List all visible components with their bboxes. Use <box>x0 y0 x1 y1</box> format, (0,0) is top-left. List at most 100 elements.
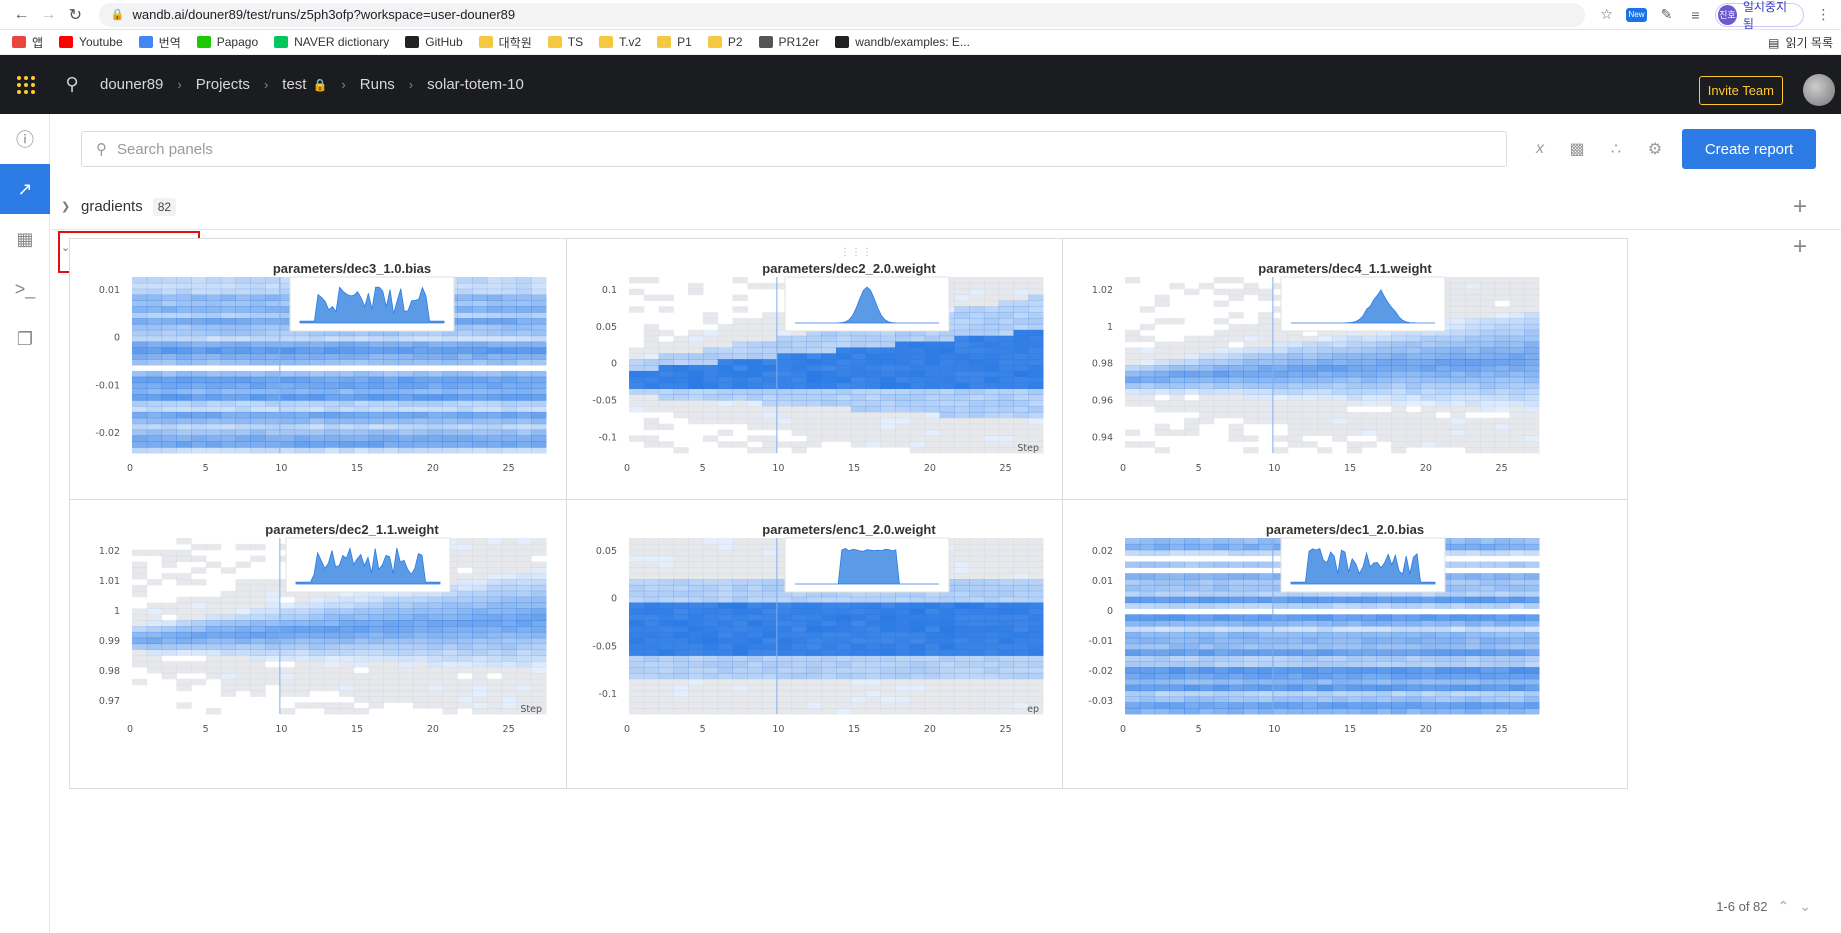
star-icon[interactable]: ☆ <box>1600 6 1613 22</box>
x-tick-label: 20 <box>1420 724 1432 735</box>
bookmark-item[interactable]: 대학원 <box>478 34 532 51</box>
new-extension-icon[interactable]: New <box>1626 7 1647 22</box>
bookmark-icon <box>12 36 26 48</box>
reading-queue-icon[interactable]: ≡ <box>1691 6 1700 23</box>
wandb-logo-icon[interactable] <box>0 55 52 114</box>
browser-toolbar: ← → ↻ 🔒 wandb.ai/douner89/test/runs/z5ph… <box>0 0 1841 31</box>
profile-button[interactable]: 진호 일시중지됨 <box>1714 0 1804 31</box>
x-tick-label: 10 <box>772 724 784 735</box>
gear-icon[interactable]: ⚙ <box>1647 141 1663 158</box>
histogram-panel[interactable]: parameters/dec3_1.0.bias 0.01 0 -0.01 -0.02 0… <box>69 238 635 528</box>
add-panel-icon[interactable]: + <box>1792 233 1807 260</box>
crumb-projects[interactable]: Projects <box>195 76 250 93</box>
add-panel-icon[interactable]: + <box>1792 192 1807 220</box>
bookmark-label: Papago <box>216 35 259 49</box>
bookmark-item[interactable]: P2 <box>707 35 743 49</box>
crumb-run[interactable]: solar-totem-10 <box>427 76 524 93</box>
invite-team-button[interactable]: Invite Team <box>1698 76 1783 105</box>
bookmark-item[interactable]: GitHub <box>405 35 463 49</box>
histogram-plot[interactable]: 1.02 1.01 1 0.99 0.98 0.97 0 5 10 15 20 25 Step <box>70 500 634 788</box>
x-tick-label: 0 <box>624 463 630 474</box>
y-tick-label: -0.1 <box>598 432 617 443</box>
reading-list[interactable]: ▤ 읽기 목록 <box>1768 30 1833 55</box>
bookmark-item[interactable]: T.v2 <box>599 35 641 49</box>
bookmark-item[interactable]: Youtube <box>59 35 123 49</box>
histogram-panel[interactable]: parameters/dec4_1.1.weight 1.02 1 0.98 0.96 0… <box>1062 238 1628 528</box>
histogram-plot[interactable]: 0.02 0.01 0 -0.01 -0.02 -0.03 0 5 10 15 20 25 <box>1063 500 1627 788</box>
system-chip-icon[interactable]: ▦ <box>16 228 34 249</box>
x-tick-label: 20 <box>924 724 936 735</box>
bookmarks-bar: 앱 Youtube 번역 Papago NAVER dictionary GitHub 대학… <box>0 30 1841 55</box>
y-tick-label: 0 <box>611 594 617 605</box>
x-tick-label: 10 <box>275 463 287 474</box>
histogram-plot[interactable]: 0.01 0 -0.01 -0.02 0 5 10 15 20 25 <box>70 239 634 527</box>
forward-icon[interactable]: → <box>40 5 57 23</box>
bookmark-icon <box>599 36 614 48</box>
y-tick-label: 1 <box>114 606 120 617</box>
crumb-entity[interactable]: douner89 <box>100 76 164 93</box>
charts-icon[interactable]: ↗ <box>0 164 50 214</box>
outliers-icon[interactable]: ∴ <box>1610 141 1622 158</box>
bookmark-item[interactable]: TS <box>547 35 583 49</box>
avatar[interactable] <box>1803 74 1835 106</box>
chevron-up-icon[interactable]: ⌃ <box>1777 898 1790 914</box>
section-gradients[interactable]: ❯ gradients 82 + <box>51 184 1841 230</box>
search-icon[interactable]: ⚲ <box>65 74 79 94</box>
x-tick-label: 15 <box>1344 724 1356 735</box>
x-tick-label: 10 <box>772 463 784 474</box>
bookmark-item[interactable]: wandb/examples: E... <box>835 35 970 49</box>
crumb-runs[interactable]: Runs <box>359 76 395 93</box>
bookmark-item[interactable]: NAVER dictionary <box>274 35 389 49</box>
histogram-panel[interactable]: parameters/dec2_2.0.weight⋮⋮⋮✎⛶⋮0.10.050… <box>566 238 1132 528</box>
extensions-icon[interactable]: ✎ <box>1660 6 1673 22</box>
histogram-plot[interactable]: 0.05 0 -0.05 -0.1 0 5 10 15 20 25 ep <box>567 500 1131 788</box>
histogram-plot[interactable]: 1.02 1 0.98 0.96 0.94 0 5 10 15 20 25 <box>1063 239 1627 527</box>
files-icon[interactable]: ❐ <box>16 328 34 349</box>
menu-icon[interactable]: ⋮ <box>1816 6 1831 22</box>
x-tick-label: 15 <box>351 463 363 474</box>
histogram-panel[interactable]: parameters/dec2_1.1.weight 1.02 1.01 1 0.99 0… <box>69 499 635 789</box>
drag-handle-icon[interactable]: ⋮⋮⋮ <box>840 247 873 258</box>
y-tick-label: 0.05 <box>596 322 617 333</box>
histogram-panel[interactable]: parameters/enc1_2.0.weight 0.05 0 -0.05 -0.1… <box>566 499 1132 789</box>
bookmark-item[interactable]: PR12er <box>758 35 819 49</box>
histogram-panel[interactable]: parameters/dec1_2.0.bias 0.02 0.01 0 -0.01 -0… <box>1062 499 1628 789</box>
chevron-down-icon: ⌄ <box>61 241 71 254</box>
mini-histogram <box>1291 289 1435 324</box>
chevron-down-icon[interactable]: ⌄ <box>1799 898 1811 914</box>
create-report-button[interactable]: Create report <box>1682 129 1816 169</box>
x-tick-label: 15 <box>1344 463 1356 474</box>
crumb-project[interactable]: test <box>282 76 307 93</box>
bookmark-item[interactable]: P1 <box>657 35 692 49</box>
bookmark-item[interactable]: 번역 <box>138 34 181 51</box>
back-icon[interactable]: ← <box>13 5 30 23</box>
bookmark-icon <box>196 36 211 48</box>
x-tick-label: 5 <box>1196 724 1202 735</box>
bookmark-item[interactable]: Papago <box>196 35 259 49</box>
search-placeholder: Search panels <box>117 140 213 158</box>
x-tick-label: 25 <box>1000 463 1012 474</box>
x-axis-label: ep <box>1027 704 1039 715</box>
chevron-right-icon: › <box>263 77 269 92</box>
plot-area: 0.02 0.01 0 -0.01 -0.02 -0.03 0 5 10 15 20 25 <box>1063 500 1627 788</box>
x-tick-label: 15 <box>351 724 363 735</box>
bookmark-icon <box>274 36 289 48</box>
smoothing-icon[interactable]: ▩ <box>1569 141 1585 158</box>
bookmark-icon <box>405 36 420 48</box>
panel-title: parameters/enc1_2.0.weight <box>762 522 936 537</box>
x-tick-label: 10 <box>1268 463 1280 474</box>
chevron-right-icon: ❯ <box>61 201 71 213</box>
y-tick-label: 0.94 <box>1092 432 1113 443</box>
x-axis-settings-icon[interactable]: x <box>1536 140 1544 157</box>
pagination-label: 1-6 of 82 <box>1716 899 1768 914</box>
bookmark-item[interactable]: 앱 <box>12 34 43 51</box>
info-icon[interactable]: ⓘ <box>16 130 34 150</box>
plot-area: 0.01 0 -0.01 -0.02 0 5 10 15 20 25 <box>70 239 634 527</box>
logs-terminal-icon[interactable]: >_ <box>14 278 36 299</box>
address-bar[interactable]: 🔒 wandb.ai/douner89/test/runs/z5ph3ofp?w… <box>98 2 1586 27</box>
search-panels-input[interactable]: ⚲ Search panels <box>81 131 1507 167</box>
reload-icon[interactable]: ↻ <box>68 6 82 24</box>
y-tick-label: 1.01 <box>99 576 120 587</box>
app-header: ⚲ douner89 › Projects › test 🔒 › Runs › … <box>0 55 1841 114</box>
